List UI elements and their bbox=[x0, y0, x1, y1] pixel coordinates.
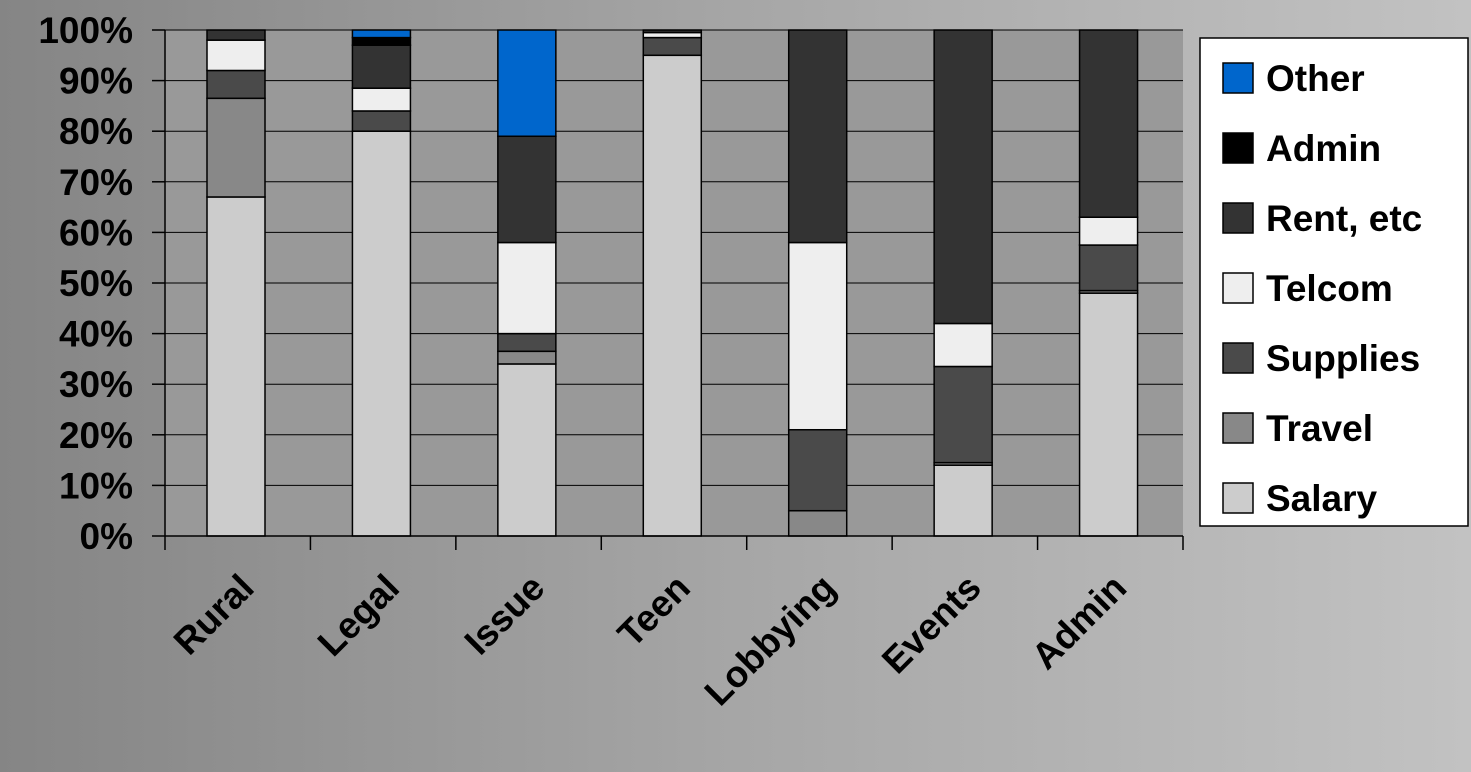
legend-swatch-admin bbox=[1222, 132, 1254, 164]
x-tick-label-lobbying: Lobbying bbox=[697, 567, 844, 714]
y-tick-label: 60% bbox=[59, 212, 133, 253]
legend-swatch-other bbox=[1222, 62, 1254, 94]
bar-legal-rent-etc bbox=[351, 44, 412, 89]
bar-rural-salary bbox=[206, 196, 266, 537]
y-tick-label: 10% bbox=[59, 465, 133, 506]
bar-admin-salary bbox=[1078, 292, 1139, 537]
x-tick-label-teen: Teen bbox=[610, 567, 698, 655]
legend-swatch-supplies bbox=[1222, 342, 1254, 374]
y-tick-label: 80% bbox=[59, 111, 133, 152]
legend-swatch-travel bbox=[1222, 412, 1254, 444]
bar-issue-salary bbox=[497, 363, 557, 537]
bars bbox=[206, 29, 1139, 537]
bar-events-rent-etc bbox=[933, 29, 993, 325]
x-tick-label-issue: Issue bbox=[457, 567, 553, 663]
bar-teen-supplies bbox=[642, 36, 703, 57]
bar-issue-other bbox=[497, 29, 557, 138]
x-tick-label-rural: Rural bbox=[166, 567, 262, 663]
legend-label-salary: Salary bbox=[1266, 478, 1378, 519]
bar-issue-telcom bbox=[497, 241, 557, 335]
bar-rural-travel bbox=[206, 97, 266, 198]
y-tick-label: 0% bbox=[80, 516, 133, 557]
bar-lobbying-rent-etc bbox=[787, 29, 848, 244]
legend-label-other: Other bbox=[1266, 58, 1365, 99]
bar-legal-other bbox=[351, 29, 412, 39]
axes bbox=[164, 30, 1184, 550]
bar-admin-supplies bbox=[1078, 244, 1139, 292]
bar-legal-telcom bbox=[351, 87, 412, 112]
bar-legal-salary bbox=[351, 130, 412, 537]
bar-teen-salary bbox=[642, 54, 703, 537]
bar-rural-supplies bbox=[206, 69, 266, 100]
y-tick-label: 100% bbox=[38, 10, 133, 51]
bar-legal-supplies bbox=[351, 110, 412, 132]
bar-lobbying-travel bbox=[787, 509, 848, 537]
bar-legal-admin bbox=[351, 36, 412, 46]
legend-label-telcom: Telcom bbox=[1266, 268, 1393, 309]
y-tick-label: 20% bbox=[59, 415, 133, 456]
bar-teen-rent-etc bbox=[642, 29, 703, 34]
bar-teen-telcom bbox=[642, 31, 703, 39]
bar-lobbying-telcom bbox=[787, 241, 848, 431]
bar-events-telcom bbox=[933, 322, 993, 368]
bar-events-supplies bbox=[933, 365, 993, 464]
bar-events-salary bbox=[933, 464, 993, 537]
legend-label-admin: Admin bbox=[1266, 128, 1381, 169]
legend-swatch-rent-etc bbox=[1222, 202, 1254, 234]
x-tick-label-events: Events bbox=[874, 567, 989, 682]
legend-swatch-telcom bbox=[1222, 272, 1254, 304]
legend-label-travel: Travel bbox=[1266, 408, 1373, 449]
y-tick-label: 40% bbox=[59, 314, 133, 355]
bar-admin-rent-etc bbox=[1078, 29, 1139, 218]
legend-swatch-salary bbox=[1222, 482, 1254, 514]
y-tick-label: 90% bbox=[59, 61, 133, 102]
y-axis-tick-labels: 0% 10% 20% 30% 40% 50% 60% 70% 80% 90% 100% bbox=[38, 10, 165, 557]
y-tick-label: 50% bbox=[59, 263, 133, 304]
bar-rural-telcom bbox=[206, 39, 266, 72]
bar-issue-supplies bbox=[497, 332, 557, 353]
bar-admin-telcom bbox=[1078, 216, 1139, 246]
bar-lobbying-supplies bbox=[787, 428, 848, 512]
legend: Other Admin Rent, etc Telcom Supplies Travel S… bbox=[1199, 37, 1469, 527]
y-tick-label: 70% bbox=[59, 162, 133, 203]
legend-label-rent-etc: Rent, etc bbox=[1266, 198, 1422, 239]
bar-issue-travel bbox=[497, 350, 557, 365]
x-tick-label-legal: Legal bbox=[310, 567, 407, 664]
y-tick-label: 30% bbox=[59, 364, 133, 405]
bar-rural-rent-etc bbox=[206, 29, 266, 41]
x-tick-label-admin: Admin bbox=[1024, 567, 1134, 677]
legend-label-supplies: Supplies bbox=[1266, 338, 1420, 379]
bar-issue-rent-etc bbox=[497, 135, 557, 244]
